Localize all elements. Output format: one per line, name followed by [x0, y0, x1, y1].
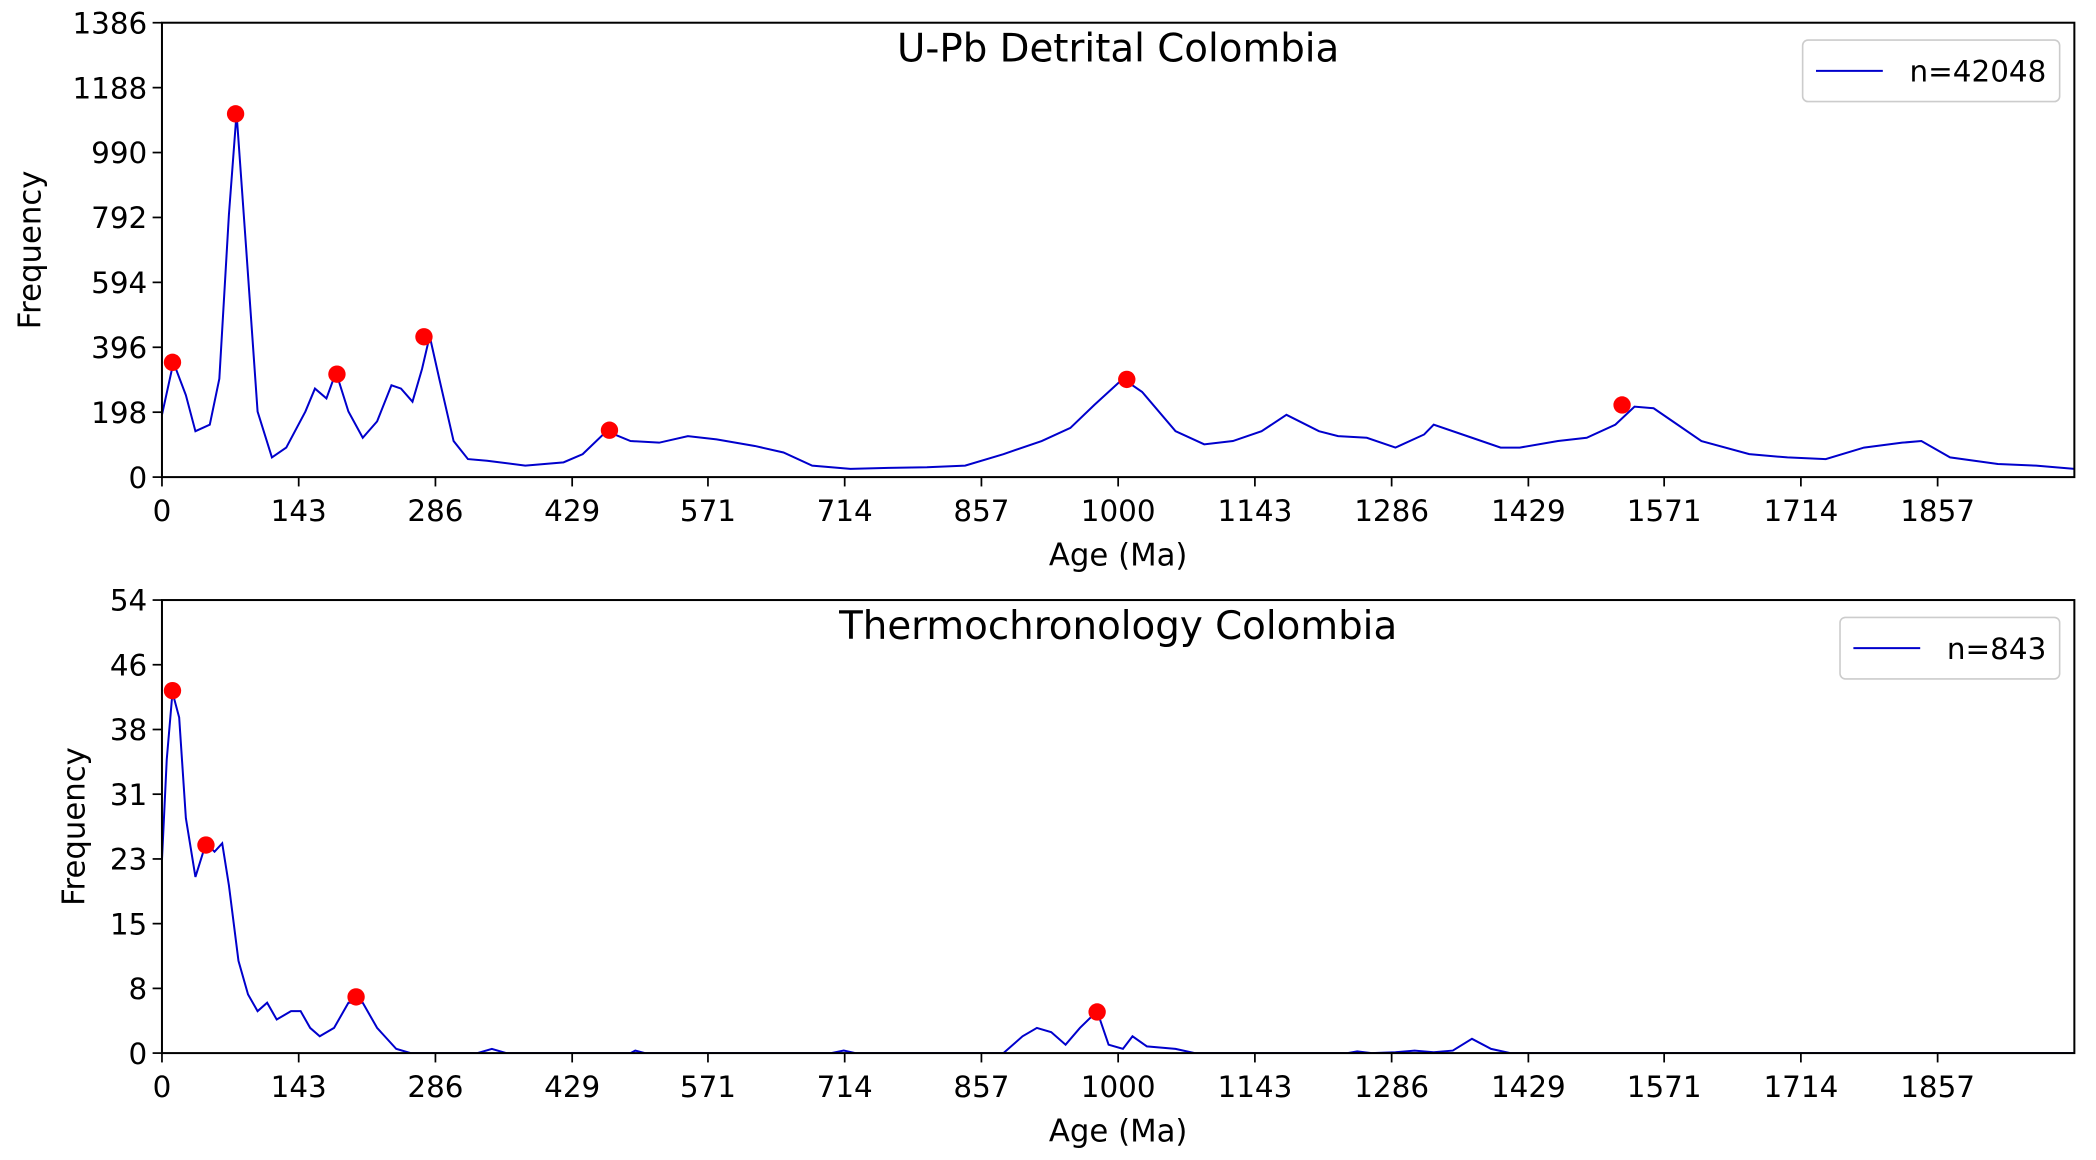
x-tick-label: 571	[680, 1070, 736, 1104]
plot: 0 8 15 23 31 38 46 54 0 143 286 429 571 714 857 1000 114…	[56, 584, 2076, 1149]
x-tick-label: 1714	[1763, 1070, 1838, 1104]
x-axis-label: Age (Ma)	[1049, 1113, 1187, 1149]
x-tick-label: 714	[817, 494, 873, 528]
plot-frame	[160, 21, 2076, 479]
density-line	[161, 692, 2075, 1054]
y-tick-label: 1386	[72, 6, 147, 40]
x-axis-label: Age (Ma)	[1049, 537, 1187, 573]
y-axis-label: Frequency	[12, 171, 48, 330]
x-tick-label: 1857	[1900, 1070, 1975, 1104]
x-tick-label: 1429	[1491, 494, 1566, 528]
peak-marker	[197, 836, 215, 854]
y-tick-label: 15	[110, 907, 147, 941]
y-tick-label: 792	[91, 201, 147, 235]
x-tick-label: 1714	[1763, 494, 1838, 528]
chart-title: U-Pb Detrital Colombia	[897, 26, 1339, 71]
legend: n=42048	[1801, 39, 2061, 103]
y-tick-label: 0	[129, 1037, 148, 1071]
peak-marker	[1118, 370, 1136, 389]
legend-box	[1839, 616, 2061, 680]
y-tick-label: 54	[110, 584, 147, 618]
x-tick-label: 1143	[1217, 494, 1292, 528]
x-tick-label: 1143	[1217, 1070, 1292, 1104]
x-tick-label: 286	[407, 1070, 463, 1104]
x-tick-label: 0	[153, 1070, 172, 1104]
y-tick-label: 0	[129, 461, 148, 495]
x-tick-label: 1571	[1627, 1070, 1702, 1104]
chart-title: Thermochronology Colombia	[838, 604, 1397, 649]
legend-box	[1801, 39, 2061, 103]
x-tick-label: 1571	[1627, 494, 1702, 528]
y-axis-label: Frequency	[56, 747, 92, 906]
y-tick-label: 1188	[72, 71, 147, 105]
peak-marker	[347, 988, 365, 1006]
legend: n=843	[1839, 616, 2061, 680]
x-tick-label: 857	[953, 494, 1009, 528]
x-tick-label: 0	[153, 494, 172, 528]
x-tick-label: 286	[407, 494, 463, 528]
x-tick-label: 1429	[1491, 1070, 1566, 1104]
y-tick-label: 198	[91, 396, 147, 430]
peak-marker	[226, 105, 245, 123]
x-tick-label: 714	[817, 1070, 873, 1104]
x-tick-label: 857	[953, 1070, 1009, 1104]
x-tick-label: 1000	[1081, 494, 1156, 528]
y-tick-label: 594	[91, 266, 147, 300]
peak-marker	[600, 421, 619, 439]
x-tick-label: 571	[680, 494, 736, 528]
y-tick-label: 46	[110, 648, 147, 682]
x-tick-label: 1286	[1354, 494, 1429, 528]
peak-marker	[163, 681, 182, 700]
x-tick-label: 1286	[1354, 1070, 1429, 1104]
peak-marker	[328, 365, 346, 383]
x-tick-label: 429	[544, 494, 600, 528]
x-tick-label: 143	[271, 1070, 327, 1104]
plot-frame	[160, 599, 2076, 1055]
legend-label: n=42048	[1910, 55, 2047, 89]
plot: 0 198 396 594 792 990 1188 1386 0 143 286 429 571 714…	[12, 6, 2076, 573]
x-tick-label: 1000	[1081, 1070, 1156, 1104]
density-line	[161, 113, 2075, 470]
peak-marker	[415, 328, 433, 346]
y-tick-label: 8	[129, 972, 148, 1006]
peak-marker	[1088, 1003, 1106, 1021]
y-tick-label: 396	[91, 331, 147, 365]
x-tick-label: 1857	[1900, 494, 1975, 528]
y-tick-label: 38	[110, 713, 147, 747]
x-tick-label: 429	[544, 1070, 600, 1104]
peak-marker	[163, 353, 182, 372]
x-tick-label: 143	[271, 494, 327, 528]
y-tick-label: 31	[110, 778, 147, 812]
legend-label: n=843	[1947, 632, 2046, 666]
peak-marker	[1613, 396, 1631, 414]
y-tick-label: 990	[91, 136, 147, 170]
y-tick-label: 23	[110, 843, 147, 877]
